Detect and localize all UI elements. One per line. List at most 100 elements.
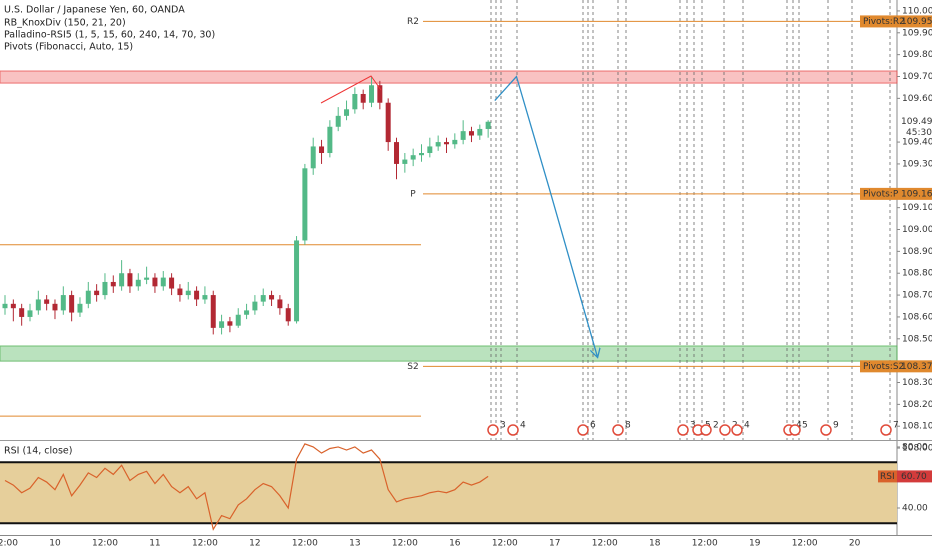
y-tick-label: 109.400 bbox=[902, 138, 932, 148]
event-label: 5 bbox=[802, 421, 808, 431]
indicator-legend: RB_KnoxDiv (150, 21, 20) bbox=[4, 18, 126, 29]
candle-body bbox=[19, 308, 25, 317]
event-label: 2 bbox=[713, 421, 719, 431]
x-tick-label: 12:00 bbox=[292, 539, 318, 549]
candle-body bbox=[27, 310, 33, 317]
candle-body bbox=[302, 168, 308, 241]
pivot-axis-box bbox=[860, 15, 932, 28]
x-tick-label: 12:00 bbox=[192, 539, 218, 549]
candle-body bbox=[110, 281, 116, 287]
pivot-axis-value: 108.374 bbox=[901, 362, 932, 372]
candle-body bbox=[260, 295, 266, 302]
event-label: 7 bbox=[893, 421, 899, 431]
x-tick-label: 12:00 bbox=[92, 539, 118, 549]
rsi-value-box bbox=[897, 470, 932, 483]
pivot-axis-box bbox=[860, 187, 932, 200]
candle-body bbox=[102, 281, 108, 296]
x-tick-label: 12:00 bbox=[592, 539, 618, 549]
candle-body bbox=[394, 142, 400, 164]
event-label: 9 bbox=[833, 421, 839, 431]
candle-body bbox=[160, 277, 166, 287]
candle-body bbox=[169, 277, 175, 289]
y-tick-label: 108.100 bbox=[902, 422, 932, 432]
event-icon bbox=[700, 424, 712, 436]
event-icon bbox=[487, 424, 499, 436]
candle-body bbox=[352, 93, 358, 110]
candle-body bbox=[435, 142, 441, 147]
candle-body bbox=[77, 303, 83, 313]
symbol-title: U.S. Dollar / Japanese Yen, 60, OANDA bbox=[4, 5, 185, 16]
x-tick-label: 18 bbox=[649, 539, 661, 549]
x-tick-label: 12:00 bbox=[392, 539, 418, 549]
candle-body bbox=[85, 290, 91, 304]
indicator-legend: Palladino-RSI5 (1, 5, 15, 60, 240, 14, 7… bbox=[4, 30, 215, 41]
y-tick-label: 109.000 bbox=[902, 225, 932, 235]
candle-body bbox=[94, 290, 100, 296]
candle-body bbox=[210, 295, 216, 328]
y-tick-label: 108.900 bbox=[902, 247, 932, 257]
candle-body bbox=[119, 273, 125, 287]
y-tick-label: 108.200 bbox=[902, 400, 932, 410]
y-tick-label: 110.000 bbox=[902, 6, 932, 16]
divergence-line bbox=[320, 75, 382, 104]
rsi-line bbox=[4, 443, 489, 531]
pivot-name: P bbox=[410, 189, 416, 199]
candle-body bbox=[10, 303, 16, 309]
candle-body bbox=[377, 85, 383, 103]
y-tick-label: 109.900 bbox=[902, 28, 932, 38]
pivot-axis-label: Pivots:S2 bbox=[863, 362, 904, 372]
x-tick-label: 12:00 bbox=[792, 539, 818, 549]
x-tick-label: 19 bbox=[749, 539, 761, 549]
y-tick-label: 108.800 bbox=[902, 269, 932, 279]
x-tick-label: 17 bbox=[549, 539, 560, 549]
pivot-axis-value: 109.163 bbox=[901, 189, 932, 199]
event-label: 3 bbox=[690, 421, 696, 431]
event-label: 4 bbox=[744, 421, 750, 431]
candle-body bbox=[285, 308, 291, 322]
pivot-axis-label: Pivots:R2 bbox=[863, 17, 905, 27]
price-pane: 3468352244597R2Pivots:R2109.952PPivots:P… bbox=[0, 0, 932, 454]
pivot-axis-box bbox=[860, 360, 932, 373]
y-tick-label: 108.000 bbox=[902, 444, 932, 454]
rsi-pane: 80.00 40.00 RSI 60.70 bbox=[0, 442, 932, 531]
candle-body bbox=[144, 277, 150, 280]
rsi-name-box bbox=[878, 470, 897, 483]
event-label: 8 bbox=[625, 421, 631, 431]
pivot-name: R2 bbox=[407, 17, 419, 27]
event-icon bbox=[820, 424, 832, 436]
x-tick-label: 12:00 bbox=[0, 539, 18, 549]
rsi-band bbox=[0, 462, 897, 524]
x-tick-label: 11 bbox=[149, 539, 160, 549]
candle-body bbox=[360, 93, 366, 103]
event-icon bbox=[612, 424, 624, 436]
candle-body bbox=[385, 102, 391, 143]
candle-body bbox=[410, 155, 416, 160]
candle-body bbox=[152, 277, 158, 287]
candle-body bbox=[252, 301, 258, 311]
candle-body bbox=[310, 146, 316, 169]
pivot-axis-value: 109.952 bbox=[901, 17, 932, 27]
candle-body bbox=[468, 131, 474, 136]
candle-body bbox=[427, 146, 433, 154]
candle-body bbox=[194, 290, 200, 300]
projection-path bbox=[494, 75, 597, 357]
y-tick-label: 108.600 bbox=[902, 312, 932, 322]
candle-body bbox=[335, 115, 341, 127]
candle-body bbox=[452, 139, 458, 145]
candle-body bbox=[52, 303, 58, 311]
pivot-axis-label: Pivots:P bbox=[863, 189, 899, 199]
candle-body bbox=[443, 142, 449, 145]
rsi-name: RSI bbox=[880, 472, 895, 482]
candle-body bbox=[369, 85, 375, 103]
candle-body bbox=[294, 240, 300, 322]
candle-body bbox=[69, 295, 75, 313]
y-tick-label: 40.00 bbox=[902, 503, 928, 513]
candle-body bbox=[60, 295, 66, 311]
y-tick-label: 109.600 bbox=[902, 94, 932, 104]
x-tick-label: 12:00 bbox=[492, 539, 518, 549]
y-tick-label: 109.800 bbox=[902, 50, 932, 60]
x-tick-label: 20 bbox=[849, 539, 861, 549]
candle-body bbox=[177, 288, 183, 296]
rsi-title: RSI (14, close) bbox=[4, 446, 72, 457]
